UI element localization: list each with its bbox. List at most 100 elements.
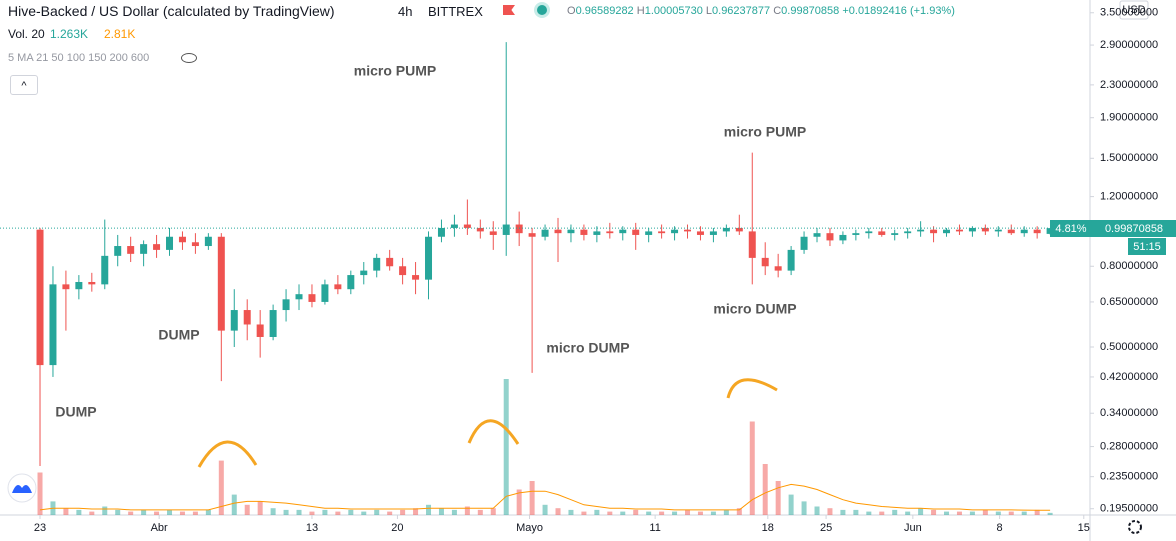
hide-icon[interactable] <box>181 53 197 63</box>
candle-body <box>463 224 471 228</box>
candle-body <box>554 229 562 234</box>
flag-icon[interactable] <box>503 5 515 15</box>
settings-icon[interactable] <box>1128 520 1142 534</box>
candle-body <box>489 231 497 235</box>
volume-bar <box>400 509 406 515</box>
candle-body <box>943 229 951 234</box>
volume-bar <box>374 509 380 515</box>
candle-body <box>101 255 109 285</box>
volume-bar <box>516 489 522 515</box>
candle-body <box>373 257 381 271</box>
candle-body <box>425 236 433 280</box>
interval: 4h <box>398 4 413 19</box>
volume-bar <box>995 511 1001 515</box>
volume-bar <box>102 506 108 515</box>
currency-badge[interactable] <box>1119 0 1149 20</box>
candle-body <box>606 231 614 234</box>
volume-bar <box>128 511 134 515</box>
candle-body <box>645 231 653 235</box>
candle-body <box>696 231 704 235</box>
candle-body <box>62 284 70 290</box>
candle-body <box>632 229 640 235</box>
x-tick-label: Mayo <box>516 522 543 534</box>
ohlc-value: 0.96589282 <box>575 5 634 17</box>
candle-body <box>399 266 407 276</box>
volume-bar <box>685 509 691 515</box>
change: +0.01892416 (+1.93%) <box>842 5 955 17</box>
last-price-badge <box>1092 220 1176 237</box>
volume-bar <box>969 511 975 515</box>
volume-bar <box>918 508 924 515</box>
collapse-button[interactable]: ^ <box>10 75 38 95</box>
candle-body <box>658 231 666 234</box>
volume-bar <box>283 509 289 515</box>
candle-body <box>191 242 199 247</box>
candle-body <box>127 246 135 254</box>
ohlc-label: H <box>636 5 645 17</box>
candle-body <box>308 294 316 302</box>
candle-body <box>891 233 899 235</box>
candle-body <box>528 233 536 237</box>
candle-body <box>140 244 148 254</box>
y-tick-label: 0.34000000 <box>1100 407 1158 419</box>
candle-body <box>1007 229 1015 234</box>
volume-bar <box>840 509 846 515</box>
candle-body <box>204 236 212 247</box>
drawing-arc <box>467 419 520 445</box>
countdown-badge <box>1128 238 1166 255</box>
candle-body <box>787 249 795 271</box>
y-tick-label: 0.65000000 <box>1100 296 1158 308</box>
volume-bar <box>788 494 794 515</box>
candle-body <box>955 229 963 232</box>
volume-bar <box>322 509 328 515</box>
volume-bar <box>853 509 859 515</box>
ohlc-label: O <box>567 5 576 17</box>
volume-bar <box>672 511 678 515</box>
candle-body <box>450 224 458 228</box>
ohlc-label: C <box>773 5 782 17</box>
x-tick-label: 15 <box>1078 522 1090 534</box>
volume-bar <box>775 481 781 515</box>
annotation: micro DUMP <box>546 340 629 356</box>
x-tick-label: Abr <box>151 522 168 534</box>
volume-bar <box>37 472 43 515</box>
candle-body <box>476 227 484 232</box>
candle-body <box>839 234 847 241</box>
volume-bar <box>827 508 833 515</box>
volume-bar <box>905 511 911 515</box>
volume-bar <box>931 509 937 515</box>
candle-body <box>36 229 44 366</box>
volume-bar <box>477 509 483 515</box>
volume-bar <box>956 511 962 515</box>
volume-bar <box>736 508 742 515</box>
y-tick-label: 1.20000000 <box>1100 191 1158 203</box>
candle-body <box>722 227 730 232</box>
candle-body <box>981 227 989 232</box>
candle-body <box>671 229 679 234</box>
volume-bar <box>503 379 509 515</box>
volume-bar <box>982 509 988 515</box>
candle-body <box>593 231 601 235</box>
volume-bar <box>63 508 69 515</box>
candle-body <box>114 246 122 256</box>
candle-body <box>153 244 161 250</box>
candle-body <box>412 275 420 280</box>
y-tick-label: 0.23500000 <box>1100 471 1158 483</box>
volume-bar <box>749 421 755 515</box>
x-tick-label: 20 <box>391 522 403 534</box>
volume-bar <box>89 511 95 515</box>
x-tick-label: 23 <box>34 522 46 534</box>
candle-body <box>800 236 808 250</box>
candle-body <box>282 299 290 311</box>
volume-bar <box>490 508 496 515</box>
volume-bar <box>1008 511 1014 515</box>
countdown: 51:15 <box>1133 241 1161 253</box>
annotation: micro DUMP <box>713 301 796 317</box>
volume-bar <box>426 504 432 515</box>
ohlc-label: L <box>705 5 713 17</box>
volume-bar <box>801 501 807 515</box>
ohlc-value: 0.99870858 <box>781 5 840 17</box>
volume-bar <box>1034 509 1040 515</box>
y-tick-label: 0.28000000 <box>1100 440 1158 452</box>
candle-body <box>1033 229 1041 234</box>
